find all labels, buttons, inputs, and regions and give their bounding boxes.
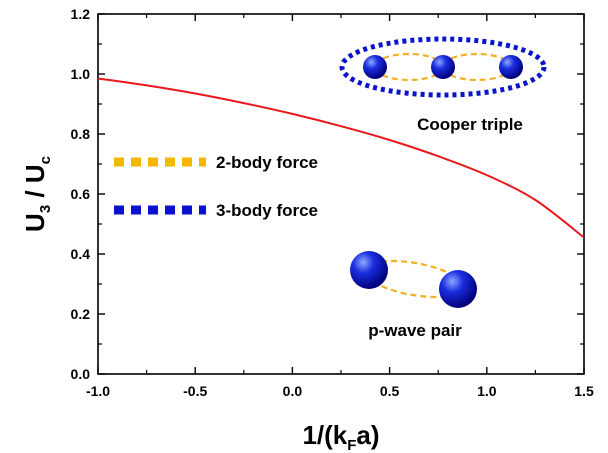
x-axis-title: 1/(kFa) <box>302 420 379 453</box>
y-tick-label: 0.4 <box>71 246 91 262</box>
y-tick-label: 1.0 <box>71 66 91 82</box>
pwave-particle-2 <box>439 270 477 308</box>
cooper-triple-particle-2 <box>431 55 455 79</box>
x-axis-title-sub: F <box>347 437 356 453</box>
x-axis-title-main: 1/(k <box>302 420 347 450</box>
pwave-pair-label: p-wave pair <box>368 321 462 340</box>
x-axis-title-tail: a) <box>356 420 379 450</box>
x-tick-label: 0.0 <box>283 383 303 399</box>
y-tick-labels: 0.0 0.2 0.4 0.6 0.8 1.0 1.2 <box>71 6 91 382</box>
cooper-triple-label: Cooper triple <box>417 115 523 134</box>
cooper-triple-illustration <box>339 36 547 98</box>
legend-2body-label: 2-body force <box>216 153 318 172</box>
cooper-triple-particle-1 <box>363 55 387 79</box>
x-tick-label: 1.0 <box>477 383 497 399</box>
y-tick-label: 0.2 <box>71 306 91 322</box>
x-tick-label: 1.5 <box>574 383 594 399</box>
y-axis-title-main1: U <box>20 213 50 232</box>
axis-ticks <box>97 13 585 375</box>
y-axis-title-sub1: 3 <box>37 205 54 213</box>
cooper-triple-ellipse <box>339 36 547 98</box>
x-tick-labels: -1.0 -0.5 0.0 0.5 1.0 1.5 <box>86 383 594 399</box>
pwave-particle-1 <box>350 251 388 289</box>
y-tick-label: 0.8 <box>71 126 91 142</box>
y-tick-label: 0.0 <box>71 366 91 382</box>
y-tick-label: 0.6 <box>71 186 91 202</box>
x-tick-label: -1.0 <box>86 383 110 399</box>
y-axis-title-sep: / <box>20 183 50 205</box>
y-tick-label: 1.2 <box>71 6 91 22</box>
cooper-triple-particle-3 <box>499 55 523 79</box>
x-tick-label: -0.5 <box>183 383 207 399</box>
y-axis-title-main2: U <box>20 164 50 183</box>
y-axis-title-sub2: c <box>37 156 54 164</box>
legend-3body-label: 3-body force <box>216 201 318 220</box>
x-tick-label: 0.5 <box>380 383 400 399</box>
pwave-pair-illustration <box>350 251 477 308</box>
y-axis-title: U3 / Uc <box>20 156 54 232</box>
series-line <box>97 77 585 239</box>
